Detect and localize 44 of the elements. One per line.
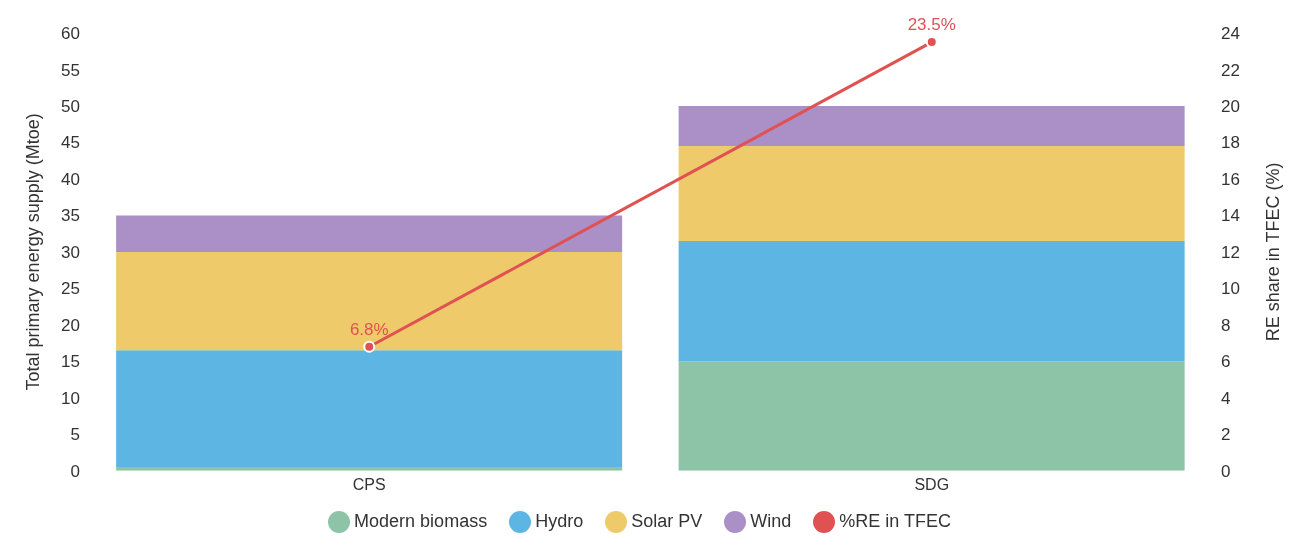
y-tick-label: 50 [61,96,80,116]
legend-label: Modern biomass [354,510,488,531]
y2-tick-label: 2 [1221,425,1231,445]
y2-tick-label: 6 [1221,352,1231,372]
legend-label: Wind [750,510,792,531]
y2-axis-title: RE share in TFEC (%) [1263,162,1284,342]
x-tick-label: SDG [914,476,950,494]
y2-tick-label: 20 [1221,96,1240,116]
data-label: 6.8% [349,319,389,339]
y-tick-label: 45 [61,133,80,153]
y2-tick-label: 14 [1221,206,1240,226]
y2-tick-label: 0 [1221,461,1231,481]
legend-label: Solar PV [631,510,703,531]
y-tick-label: 30 [61,242,80,262]
y-tick-label: 40 [61,169,80,189]
bar [678,361,1185,471]
y2-tick-label: 8 [1221,315,1231,335]
x-tick-label: CPS [352,476,386,494]
y-tick-label: 15 [61,352,80,372]
bar [116,350,623,468]
y-axis-title: Total primary energy supply (Mtoe) [23,113,44,391]
y-tick-label: 20 [61,315,80,335]
y-tick-label: 0 [70,461,80,481]
y2-tick-label: 10 [1221,279,1240,299]
y2-tick-label: 16 [1221,169,1240,189]
y2-tick-label: 12 [1221,242,1240,262]
bar [678,146,1185,241]
y-tick-label: 5 [70,425,80,445]
y2-tick-label: 18 [1221,133,1240,153]
bar [678,240,1185,362]
bar [116,251,623,351]
data-label: 23.5% [907,15,956,35]
y2-tick-label: 22 [1221,60,1240,80]
bar [116,215,623,252]
y-tick-label: 25 [61,279,80,299]
y-tick-label: 10 [61,388,80,408]
y-tick-label: 60 [61,24,80,44]
legend-label: Hydro [535,510,584,531]
y-tick-label: 35 [61,206,80,226]
y-tick-label: 55 [61,60,80,80]
bar [678,105,1185,147]
legend-label: %RE in TFEC [839,510,951,531]
y2-tick-label: 24 [1221,24,1240,44]
y2-tick-label: 4 [1221,388,1231,408]
